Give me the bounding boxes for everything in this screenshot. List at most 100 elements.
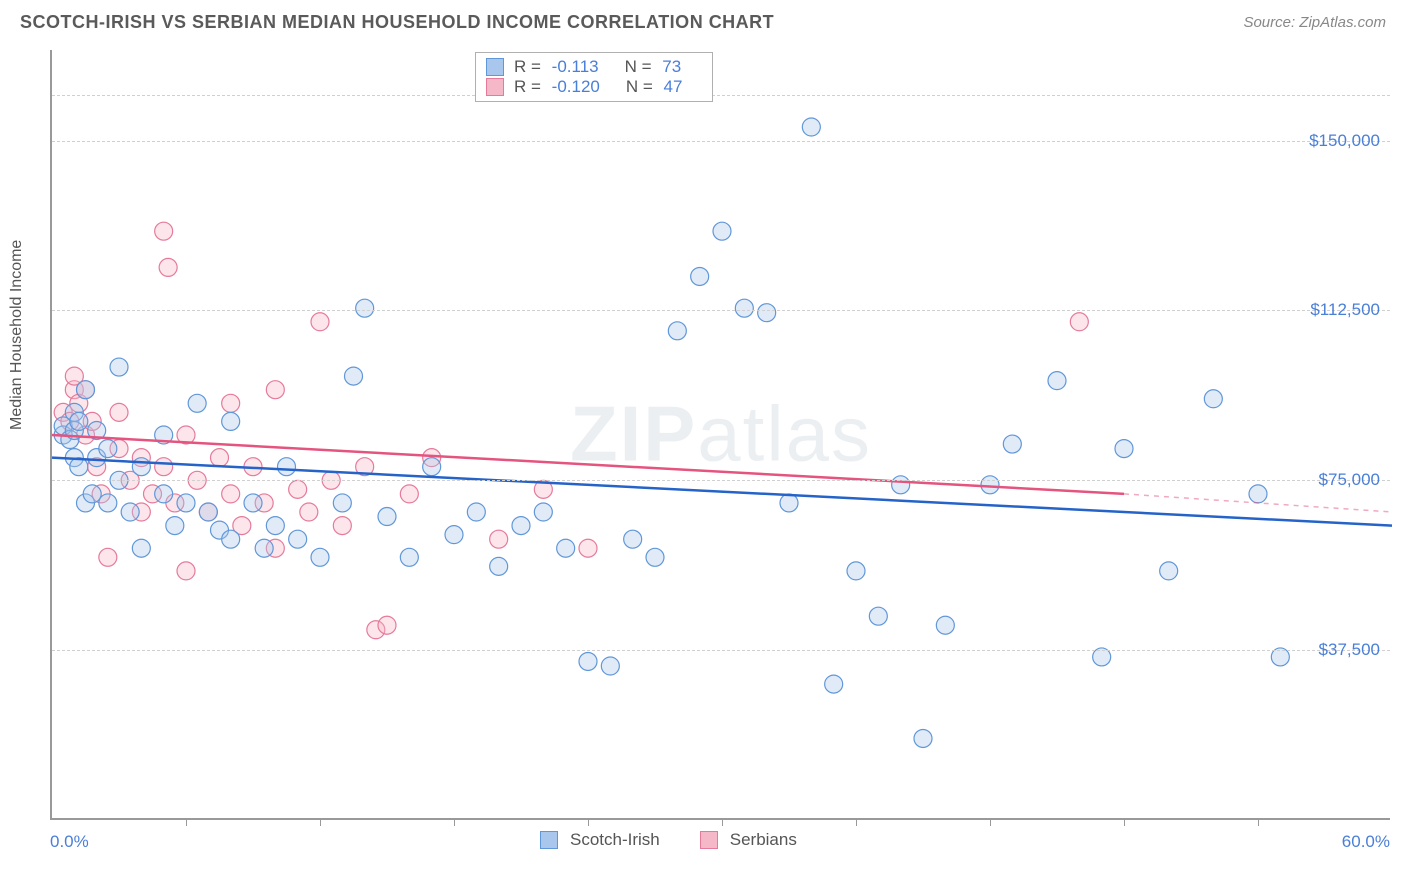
data-point [345, 367, 363, 385]
regression-line [52, 458, 1392, 526]
data-point [155, 485, 173, 503]
gridline [52, 141, 1390, 142]
legend-swatch-series1 [540, 831, 558, 849]
x-tick [1124, 818, 1125, 826]
data-point [713, 222, 731, 240]
data-point [222, 394, 240, 412]
x-tick [1258, 818, 1259, 826]
x-min-label: 0.0% [50, 832, 89, 852]
data-point [356, 299, 374, 317]
y-tick-label: $75,000 [1319, 470, 1380, 490]
data-point [758, 304, 776, 322]
data-point [869, 607, 887, 625]
data-point [646, 548, 664, 566]
data-point [400, 485, 418, 503]
data-point [177, 494, 195, 512]
r-value-series2: -0.120 [552, 77, 600, 97]
y-tick-label: $150,000 [1309, 131, 1380, 151]
data-point [780, 494, 798, 512]
gridline [52, 480, 1390, 481]
r-value-series1: -0.113 [552, 57, 599, 77]
data-point [83, 485, 101, 503]
gridline [52, 310, 1390, 311]
data-point [579, 539, 597, 557]
stats-row-series2: R = -0.120 N = 47 [486, 77, 702, 97]
y-tick-label: $112,500 [1310, 300, 1380, 320]
legend-label-series2: Serbians [730, 830, 797, 850]
data-point [132, 458, 150, 476]
data-point [378, 616, 396, 634]
data-point [188, 394, 206, 412]
data-point [1249, 485, 1267, 503]
data-point [467, 503, 485, 521]
data-point [166, 517, 184, 535]
data-point [1115, 440, 1133, 458]
data-point [99, 548, 117, 566]
stats-row-series1: R = -0.113 N = 73 [486, 57, 702, 77]
x-max-label: 60.0% [1342, 832, 1390, 852]
data-point [1048, 372, 1066, 390]
data-point [1160, 562, 1178, 580]
data-point [222, 412, 240, 430]
x-tick [186, 818, 187, 826]
data-point [222, 530, 240, 548]
data-point [579, 652, 597, 670]
gridline [52, 95, 1390, 96]
data-point [445, 526, 463, 544]
data-point [311, 548, 329, 566]
data-point [121, 503, 139, 521]
legend-item-series2: Serbians [700, 830, 797, 850]
data-point [255, 539, 273, 557]
data-point [132, 539, 150, 557]
data-point [70, 412, 88, 430]
legend-item-series1: Scotch-Irish [540, 830, 660, 850]
data-point [490, 530, 508, 548]
gridline [52, 650, 1390, 651]
data-point [110, 403, 128, 421]
x-tick [722, 818, 723, 826]
data-point [177, 562, 195, 580]
data-point [278, 458, 296, 476]
data-point [624, 530, 642, 548]
data-point [300, 503, 318, 521]
data-point [1204, 390, 1222, 408]
swatch-series1 [486, 58, 504, 76]
y-tick-label: $37,500 [1319, 640, 1380, 660]
legend: Scotch-Irish Serbians [540, 830, 797, 850]
data-point [266, 381, 284, 399]
data-point [557, 539, 575, 557]
data-point [155, 458, 173, 476]
data-point [981, 476, 999, 494]
chart-title: SCOTCH-IRISH VS SERBIAN MEDIAN HOUSEHOLD… [20, 12, 774, 33]
data-point [333, 494, 351, 512]
data-point [423, 458, 441, 476]
data-point [311, 313, 329, 331]
data-point [512, 517, 530, 535]
data-point [825, 675, 843, 693]
data-point [266, 517, 284, 535]
data-point [289, 480, 307, 498]
chart-plot-area: ZIPatlas $37,500$75,000$112,500$150,000 [50, 50, 1390, 820]
data-point [802, 118, 820, 136]
data-point [914, 729, 932, 747]
data-point [289, 530, 307, 548]
x-tick [588, 818, 589, 826]
y-axis-label: Median Household Income [8, 240, 26, 430]
data-point [490, 557, 508, 575]
data-point [735, 299, 753, 317]
n-value-series1: 73 [662, 57, 681, 77]
n-value-series2: 47 [664, 77, 683, 97]
data-point [155, 222, 173, 240]
data-point [99, 494, 117, 512]
legend-label-series1: Scotch-Irish [570, 830, 660, 850]
data-point [400, 548, 418, 566]
data-point [244, 494, 262, 512]
data-point [936, 616, 954, 634]
data-point [222, 485, 240, 503]
data-point [77, 381, 95, 399]
data-point [668, 322, 686, 340]
data-point [110, 358, 128, 376]
data-point [1003, 435, 1021, 453]
source-attribution: Source: ZipAtlas.com [1243, 14, 1386, 31]
data-point [534, 503, 552, 521]
